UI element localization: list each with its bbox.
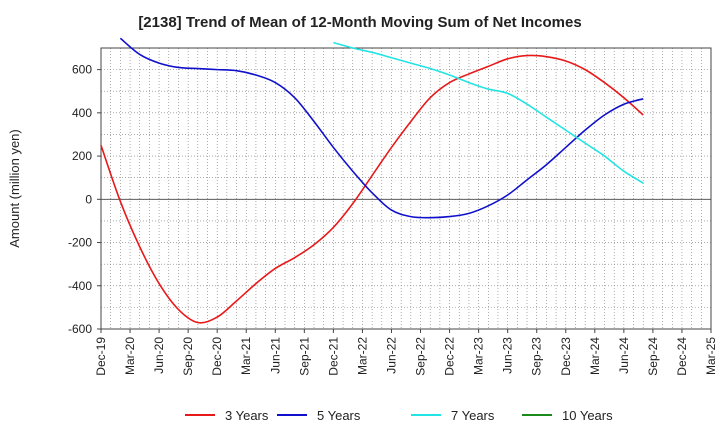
x-tick-label: Dec-20 [210, 337, 224, 376]
x-tick-label: Mar-20 [123, 337, 137, 375]
series-line-5-years [119, 37, 644, 219]
x-tick-label: Sep-23 [530, 337, 544, 376]
x-tick-label: Dec-21 [326, 337, 340, 376]
y-tick-label: -400 [68, 279, 92, 293]
x-tick-label: Dec-24 [675, 337, 689, 376]
x-tick-label: Sep-21 [297, 337, 311, 376]
grid-lines [100, 47, 712, 330]
legend: 3 Years 5 Years 7 Years 10 Years [185, 408, 613, 423]
axes [97, 47, 712, 333]
y-tick-label: 600 [72, 63, 92, 77]
x-tick-label: Mar-24 [588, 337, 602, 375]
y-axis-label: Amount (million yen) [7, 129, 22, 248]
y-tick-label: -600 [68, 322, 92, 336]
legend-label-3-years: 3 Years [225, 408, 269, 423]
legend-label-5-years: 5 Years [317, 408, 361, 423]
x-tick-label: Mar-21 [239, 337, 253, 375]
x-tick-label: Jun-20 [152, 337, 166, 374]
x-tick-label: Jun-23 [501, 337, 515, 374]
legend-label-7-years: 7 Years [451, 408, 495, 423]
y-tick-label: 0 [85, 192, 92, 206]
plot-frame [100, 47, 712, 330]
y-tick-label: 400 [72, 106, 92, 120]
x-tick-label: Dec-22 [443, 337, 457, 376]
x-tick-label: Dec-23 [559, 337, 573, 376]
x-tick-label: Jun-22 [384, 337, 398, 374]
series-lines [100, 37, 644, 324]
x-tick-label: Mar-22 [355, 337, 369, 375]
x-tick-label: Jun-24 [617, 337, 631, 374]
y-tick-label: -200 [68, 236, 92, 250]
chart-title: [2138] Trend of Mean of 12-Month Moving … [138, 14, 582, 31]
x-tick-label: Dec-19 [94, 337, 108, 376]
x-tick-label: Sep-24 [646, 337, 660, 376]
x-tick-label: Mar-23 [472, 337, 486, 375]
x-tick-label: Sep-22 [414, 337, 428, 376]
x-tick-label: Mar-25 [704, 337, 718, 375]
x-tick-label: Jun-21 [268, 337, 282, 374]
legend-label-10-years: 10 Years [562, 408, 613, 423]
series-line-7-years [333, 41, 644, 184]
tick-labels: -600 -400 -200 0 200 400 600 Dec-19 Mar-20 Jun-20… [68, 63, 718, 376]
series-line-3-years [100, 54, 644, 324]
x-tick-label: Sep-20 [181, 337, 195, 376]
y-tick-label: 200 [72, 149, 92, 163]
